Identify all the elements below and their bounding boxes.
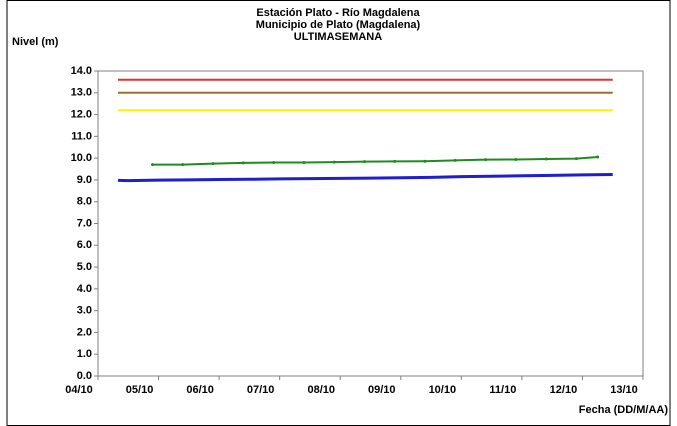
y-tick-label: 14.0 [71,65,92,77]
x-tick-label: 08/10 [307,384,335,396]
y-tick-label: 6.0 [77,239,92,251]
x-tick-label: 04/10 [65,384,93,396]
series-marker [151,163,154,167]
series-marker [332,160,336,164]
series-marker [272,161,276,164]
series-marker [302,161,306,164]
x-tick-label: 07/10 [247,384,275,396]
x-axis-label: Fecha (DD/M/AA) [579,404,669,416]
series-marker [181,163,185,167]
x-tick-label: 05/10 [126,384,154,396]
y-tick-label: 5.0 [77,261,92,273]
y-tick-label: 12.0 [71,108,92,120]
y-tick-label: 7.0 [77,217,92,229]
series-marker [423,159,427,163]
y-tick-label: 8.0 [77,196,92,208]
series-marker [596,155,600,159]
series-line [117,172,613,183]
series-marker [362,160,366,164]
series-marker [514,157,518,161]
y-tick-label: 13.0 [71,87,92,99]
y-axis-label: Nivel (m) [12,36,59,48]
y-tick-label: 11.0 [71,130,92,142]
x-tick-label: 12/10 [550,384,578,396]
y-tick-label: 10.0 [71,152,92,164]
y-tick-label: 2.0 [77,326,92,338]
x-tick-label: 09/10 [368,384,396,396]
y-tick-label: 4.0 [77,283,92,295]
y-tick-label: 1.0 [77,348,92,360]
series-marker [544,157,548,161]
series-line [152,156,598,166]
x-tick-label: 10/10 [429,384,457,396]
series-marker [241,161,245,165]
x-tick-label: 11/10 [489,384,516,396]
chart-subtitle: ULTIMASEMANA [294,31,382,43]
chart-title: Estación Plato - Río Magdalena [256,7,420,19]
chart-subtitle: Municipio de Plato (Magdalena) [256,19,421,31]
x-tick-label: 06/10 [186,384,214,396]
y-tick-label: 0.0 [77,370,92,382]
series-marker [574,157,578,161]
series-marker [453,158,457,162]
series-marker [211,162,215,166]
y-tick-label: 3.0 [77,305,92,317]
chart-frame [6,0,671,426]
y-tick-label: 9.0 [77,174,92,186]
plot-area [97,70,644,377]
series-marker [484,158,488,162]
x-tick-label: 13/10 [610,384,638,396]
series-marker [393,159,397,163]
